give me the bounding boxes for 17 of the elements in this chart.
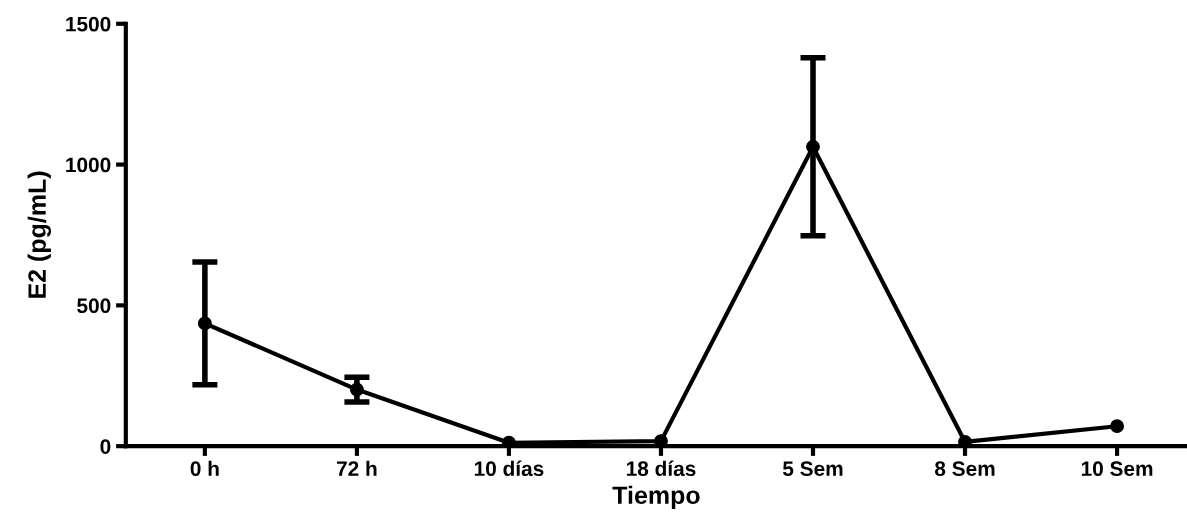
x-tick-label: 18 días xyxy=(626,460,696,477)
point xyxy=(197,316,212,331)
point xyxy=(806,139,820,154)
y-tick-label: 500 xyxy=(77,298,111,314)
x-tick-label: 10 Sem xyxy=(1081,461,1153,477)
x-tick-label: 5 Sem xyxy=(782,461,843,477)
y-tick-label: 1000 xyxy=(66,157,111,173)
y-tick-label: 0 xyxy=(100,439,111,454)
x-tick-label: 10 días xyxy=(474,460,544,477)
y-axis-title: E2 (pg/mL) xyxy=(27,171,52,298)
x-tick-label: 72 h xyxy=(336,460,377,476)
point xyxy=(1110,419,1125,434)
y-tick-label: 1500 xyxy=(66,16,111,32)
point xyxy=(349,382,364,397)
x-tick-label: 0 h xyxy=(190,460,219,477)
x-tick-label: 8 Sem xyxy=(935,461,995,477)
x-axis-title: Tiempo xyxy=(612,485,700,510)
